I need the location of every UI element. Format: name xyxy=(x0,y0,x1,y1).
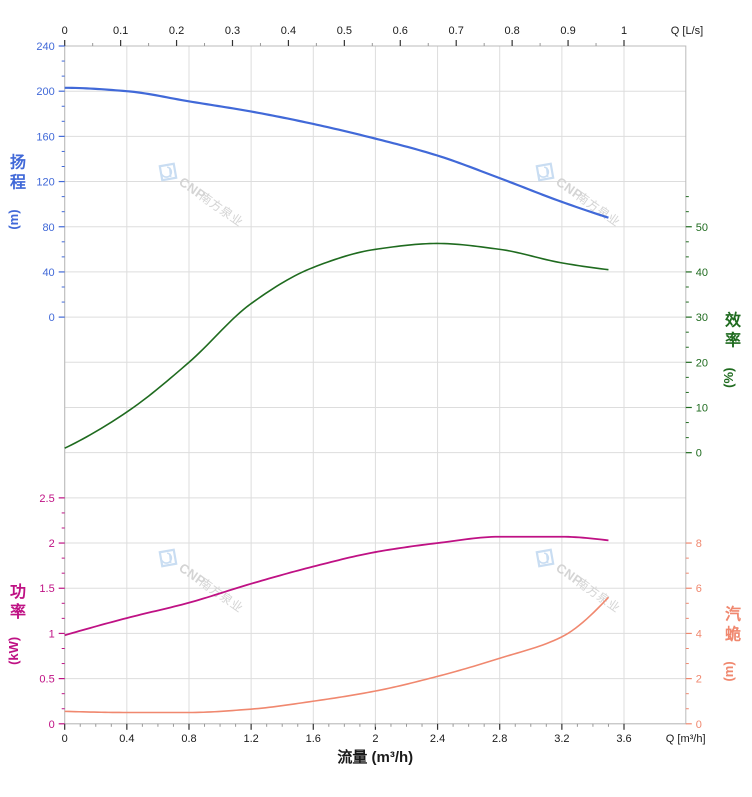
svg-text:2.5: 2.5 xyxy=(39,493,54,505)
svg-text:20: 20 xyxy=(696,357,708,369)
svg-text:0.5: 0.5 xyxy=(337,25,352,37)
svg-text:200: 200 xyxy=(36,86,54,98)
svg-text:2: 2 xyxy=(696,674,702,686)
svg-text:1.2: 1.2 xyxy=(243,733,258,745)
svg-text:0.8: 0.8 xyxy=(504,25,519,37)
svg-text:流量 (m³/h): 流量 (m³/h) xyxy=(337,748,413,766)
svg-text:率: 率 xyxy=(725,331,741,350)
svg-text:8: 8 xyxy=(696,538,702,550)
svg-text:3.2: 3.2 xyxy=(554,733,569,745)
svg-text:2: 2 xyxy=(372,733,378,745)
svg-text:蛫: 蛫 xyxy=(725,624,741,643)
svg-text:1.5: 1.5 xyxy=(39,583,54,595)
svg-text:0.3: 0.3 xyxy=(225,25,240,37)
svg-text:50: 50 xyxy=(696,222,708,234)
svg-text:0.4: 0.4 xyxy=(281,25,296,37)
svg-text:1.6: 1.6 xyxy=(306,733,321,745)
svg-text:0: 0 xyxy=(696,719,702,731)
svg-text:6: 6 xyxy=(696,583,702,595)
svg-text:0: 0 xyxy=(62,733,68,745)
svg-text:(kW): (kW) xyxy=(6,637,21,665)
svg-text:1: 1 xyxy=(49,628,55,640)
svg-text:Q [L/s]: Q [L/s] xyxy=(671,25,703,37)
svg-text:4: 4 xyxy=(696,628,702,640)
svg-text:160: 160 xyxy=(36,131,54,143)
svg-text:0: 0 xyxy=(62,25,68,37)
svg-text:(m): (m) xyxy=(6,209,21,229)
svg-text:(m): (m) xyxy=(721,661,736,681)
svg-text:30: 30 xyxy=(696,312,708,324)
svg-text:0.4: 0.4 xyxy=(119,733,134,745)
svg-text:0: 0 xyxy=(49,312,55,324)
svg-text:0.6: 0.6 xyxy=(393,25,408,37)
svg-text:0.1: 0.1 xyxy=(113,25,128,37)
svg-text:(%): (%) xyxy=(721,368,736,388)
svg-text:0.7: 0.7 xyxy=(449,25,464,37)
svg-text:120: 120 xyxy=(36,177,54,189)
svg-text:0: 0 xyxy=(49,719,55,731)
svg-text:Q [m³/h]: Q [m³/h] xyxy=(666,733,706,745)
svg-text:1: 1 xyxy=(621,25,627,37)
svg-text:率: 率 xyxy=(10,602,26,621)
svg-text:0.2: 0.2 xyxy=(169,25,184,37)
svg-text:3.6: 3.6 xyxy=(616,733,631,745)
svg-text:2: 2 xyxy=(49,538,55,550)
svg-text:0.8: 0.8 xyxy=(181,733,196,745)
svg-text:10: 10 xyxy=(696,402,708,414)
svg-text:240: 240 xyxy=(36,41,54,53)
svg-text:扬: 扬 xyxy=(10,153,26,172)
svg-text:0: 0 xyxy=(696,448,702,460)
svg-text:汽: 汽 xyxy=(725,604,741,623)
svg-text:0.9: 0.9 xyxy=(560,25,575,37)
svg-text:80: 80 xyxy=(42,222,54,234)
svg-text:0.5: 0.5 xyxy=(39,674,54,686)
svg-text:程: 程 xyxy=(10,174,26,192)
svg-text:2.8: 2.8 xyxy=(492,733,507,745)
svg-text:40: 40 xyxy=(696,267,708,279)
svg-text:2.4: 2.4 xyxy=(430,733,445,745)
svg-text:效: 效 xyxy=(725,311,741,330)
svg-text:功: 功 xyxy=(10,583,26,601)
svg-text:40: 40 xyxy=(42,267,54,279)
